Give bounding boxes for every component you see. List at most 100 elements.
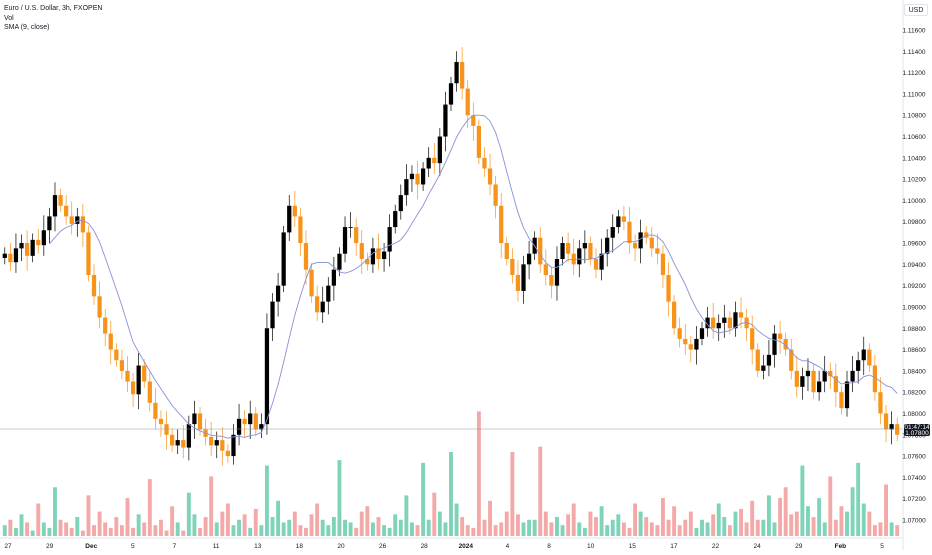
time-tick-label: 5 [880,543,884,550]
volume-bar [30,530,35,536]
candle-body [359,243,364,260]
candle-body [649,237,654,249]
price-axis: 1.11600 1.11400 1.11200 1.11000 1.10800 1.106… [902,28,926,525]
candle-body [19,243,24,249]
candle-body [30,239,35,256]
volume-bar [75,517,80,536]
candle-body [487,168,493,185]
candle-body [370,248,376,265]
candle-body [342,227,348,254]
volume-bar [599,506,604,536]
volume-bar [488,500,492,536]
time-tick-label: 27 [4,543,12,550]
candle-body [331,269,336,286]
volume-bar [605,525,610,536]
volume-bar [700,519,704,536]
volume-bar [549,522,554,536]
candle-body [248,413,253,425]
volume-bar [822,522,827,536]
time-tick-label: 8 [547,543,551,550]
candle-body [292,205,297,217]
candle-body [365,259,370,265]
candle-body [108,333,113,350]
candle-body [64,205,69,217]
candle-body [817,381,822,393]
currency-button[interactable]: USD [904,4,928,16]
candle-body [733,312,738,329]
volume-bar [471,527,476,536]
candle-body [605,237,610,254]
candle-body [24,243,30,256]
volume-bar [53,487,57,536]
candle-body [86,232,91,275]
volume-bar [850,487,855,536]
candle-body [415,173,420,185]
volume-bar [627,527,632,536]
price-tick-label: 1.07200 [902,496,926,503]
volume-bar [460,517,465,536]
volume-bar [92,525,96,536]
volume-bar [527,519,532,536]
volume-bar [783,487,788,536]
volume-bar [242,514,247,536]
candle-body [504,243,509,260]
candle-body [895,424,900,435]
candle-body [482,157,487,169]
price-tick-label: 1.11200 [902,70,925,77]
volume-bar [839,506,844,536]
candle-body [616,216,621,228]
candle-body [471,115,476,126]
volume-bar [621,522,626,536]
volume-bar [415,525,420,536]
candle-body [711,317,716,329]
volume-bar [655,525,660,536]
candle-body [638,232,643,249]
volume-bar [203,517,208,536]
price-tick-label: 1.07600 [902,454,926,461]
candle-body [281,232,286,286]
volume-bar [739,508,743,536]
candle-body [186,424,191,448]
sma-legend[interactable]: SMA (9, close) [4,24,50,31]
volume-bar [426,519,431,536]
volume-bar [510,452,515,536]
candle-body [839,392,844,409]
volume-bar [683,519,688,536]
volume-bar [259,525,264,536]
volume-bar [192,514,197,536]
volume-bar [688,511,693,536]
volume-bar [159,519,163,536]
time-tick-label: 5 [131,543,135,550]
volume-bar [147,479,152,536]
candle-body [655,248,660,254]
volume-bar [649,522,654,536]
volume-bar [889,522,894,536]
time-tick-label: 29 [795,543,803,550]
volume-bar [660,498,665,536]
time-tick-label: 4 [506,543,510,550]
volume-bar [69,527,74,536]
volume-bar [499,522,504,536]
volume-bar [476,411,481,536]
symbol-title[interactable]: Euro / U.S. Dollar, 3h, FXOPEN [4,5,103,12]
candle-body [543,264,548,275]
candles [2,47,900,466]
volume-bar [320,519,325,536]
volume-bar [19,514,24,536]
volume-legend[interactable]: Vol [4,14,14,22]
candle-body [270,301,275,329]
volume-bar [672,506,677,536]
candle-body [571,253,576,265]
candle-body [97,296,102,318]
volume-bar [666,519,671,536]
volume-bar [755,519,760,536]
candle-body [103,317,108,334]
time-tick-label: Feb [835,543,847,550]
candle-body [789,349,794,371]
candle-body [867,349,872,366]
candle-body [716,322,721,329]
candle-body [58,195,63,206]
volume-bar [337,460,342,536]
